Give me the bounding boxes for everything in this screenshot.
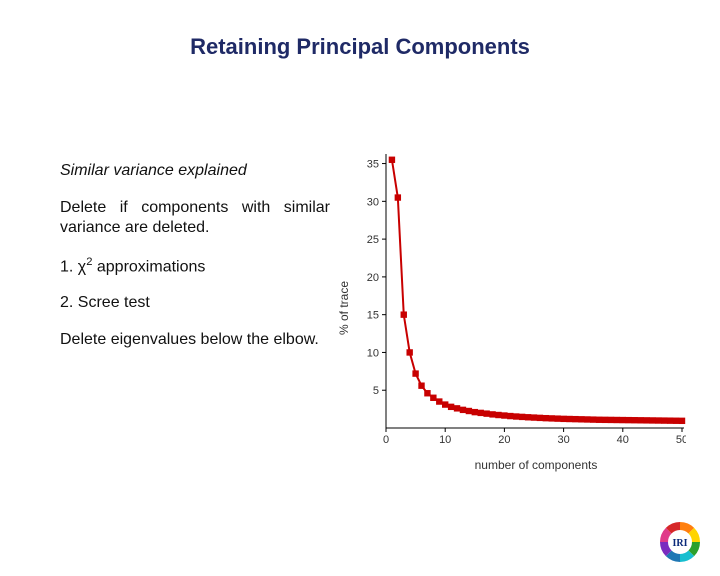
chart-svg: 0 10 20 30 40 50 5 10 15 20 25 30 35 [350,148,686,448]
iri-logo: IRI [658,520,702,564]
paragraph-1: Delete if components with similar varian… [60,198,330,238]
svg-text:15: 15 [367,310,379,322]
scree-chart: % of trace number of components 01020304… [350,148,686,468]
item1-suffix: approximations [92,258,205,275]
item1-chi: χ [78,258,86,275]
svg-text:20: 20 [498,434,510,446]
slide: Retaining Principal Components Similar v… [0,0,720,576]
svg-text:0: 0 [383,434,389,446]
svg-text:IRI: IRI [672,538,687,549]
list-item-2: 2. Scree test [60,294,330,312]
svg-text:30: 30 [557,434,569,446]
y-axis-label: % of trace [337,281,351,335]
item1-prefix: 1. [60,258,78,275]
svg-text:20: 20 [367,272,379,284]
left-column: Similar variance explained Delete if com… [60,162,330,368]
svg-text:35: 35 [367,159,379,171]
page-title: Retaining Principal Components [0,34,720,60]
svg-text:10: 10 [439,434,451,446]
paragraph-2: Delete eigenvalues below the elbow. [60,330,330,350]
subtitle: Similar variance explained [60,162,330,180]
logo-svg: IRI [658,520,702,564]
list-item-1: 1. χ2 approximations [60,256,330,276]
svg-text:10: 10 [367,347,379,359]
svg-text:25: 25 [367,234,379,246]
svg-text:5: 5 [373,385,379,397]
svg-text:50: 50 [676,434,686,446]
svg-text:30: 30 [367,196,379,208]
svg-text:40: 40 [617,434,629,446]
x-axis-label: number of components [386,458,686,472]
